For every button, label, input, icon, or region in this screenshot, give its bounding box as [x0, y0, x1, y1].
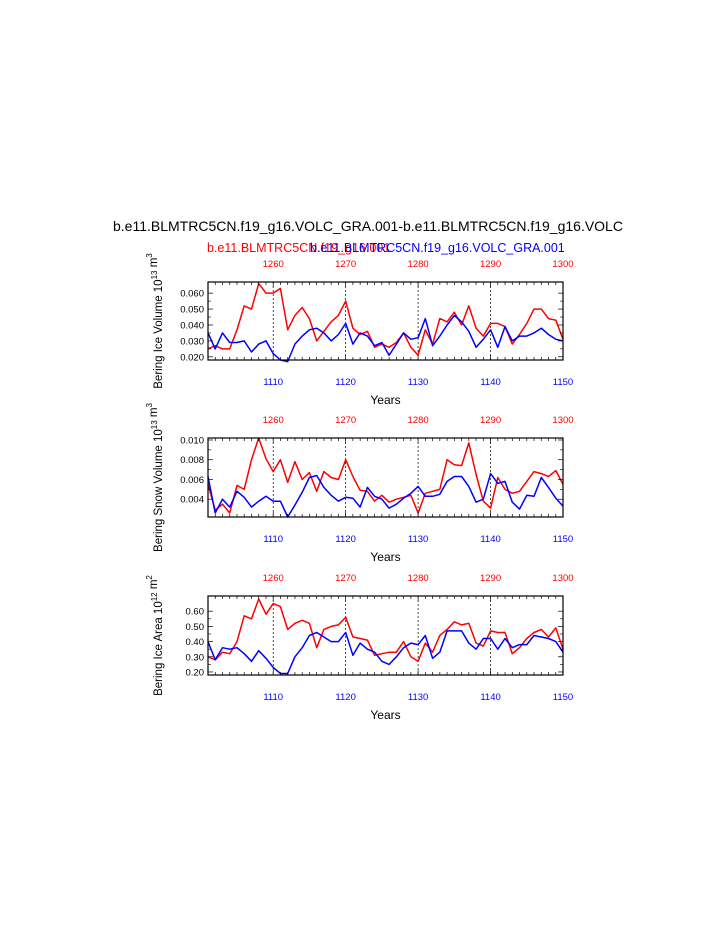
y-tick-label: 0.060 — [180, 289, 204, 300]
x-bottom-tick-label: 1140 — [480, 534, 500, 545]
x-bottom-tick-label: 1130 — [408, 534, 428, 545]
series-line-blue — [207, 314, 564, 363]
x-bottom-tick-label: 1120 — [335, 692, 355, 703]
y-axis-label-superscript: 13 — [150, 420, 159, 429]
y-axis-label-superscript: 3 — [145, 253, 154, 258]
plot-frame — [207, 281, 564, 361]
x-bottom-tick-label: 1130 — [408, 692, 428, 703]
panel-3: 1110 1120 1130 1140 1150 1260 1270 1280 1290 1300… — [145, 573, 574, 722]
x-top-tick-label: 1300 — [552, 415, 573, 426]
y-tick-label: 0.030 — [180, 336, 204, 347]
y-tick-label: 0.010 — [180, 435, 204, 446]
y-axis-label-part: m — [148, 580, 160, 593]
y-tick-label: 0.40 — [186, 637, 205, 648]
y-tick-label: 0.050 — [180, 305, 204, 316]
y-axis-label: Bering Ice Area 1012 m2 — [145, 575, 165, 696]
x-bottom-tick-label: 1110 — [263, 692, 283, 703]
x-bottom-tick-label: 1140 — [480, 377, 500, 388]
x-top-tick-label: 1290 — [480, 415, 501, 426]
x-axis-label: Years — [370, 393, 400, 407]
x-top-tick-label: 1260 — [263, 415, 284, 426]
plot-frame — [207, 437, 564, 518]
y-axis-label-superscript: 3 — [145, 403, 154, 408]
x-bottom-tick-label: 1110 — [263, 534, 283, 545]
y-tick-label: 0.040 — [180, 320, 204, 331]
x-top-tick-label: 1300 — [552, 259, 573, 270]
series-line-blue — [207, 630, 564, 675]
x-bottom-tick-label: 1140 — [480, 692, 500, 703]
y-tick-label: 0.60 — [186, 607, 205, 618]
y-tick-label: 0.004 — [180, 495, 204, 506]
x-top-tick-label: 1280 — [408, 259, 429, 270]
plot-frame — [207, 595, 564, 676]
x-top-tick-label: 1260 — [263, 573, 284, 584]
series-line-blue — [207, 472, 564, 518]
panel-1: 1110 1120 1130 1140 1150 1260 1270 1280 1290 1300… — [145, 253, 574, 407]
y-axis-label-part: m — [148, 408, 160, 421]
series-line-red — [207, 282, 564, 356]
x-top-tick-label: 1300 — [552, 573, 573, 584]
y-axis-label: Bering Ice Volume 1013 m3 — [145, 253, 165, 389]
x-bottom-tick-label: 1110 — [263, 377, 283, 388]
y-axis-label-superscript: 12 — [150, 592, 159, 601]
x-bottom-tick-label: 1150 — [553, 534, 573, 545]
subtitle-red: b.e11.BLMTRC5CN.f19_g16.001 — [207, 241, 390, 255]
y-tick-label: 0.20 — [186, 667, 205, 678]
y-axis-label-superscript: 2 — [145, 575, 154, 580]
y-tick-label: 0.006 — [180, 475, 204, 486]
x-axis-label: Years — [370, 708, 400, 722]
figure-title: b.e11.BLMTRC5CN.f19_g16.VOLC_GRA.001-b.e… — [113, 218, 623, 234]
y-axis-label-part: Bering Snow Volume 10 — [153, 429, 165, 552]
series-line-red — [207, 598, 564, 663]
x-bottom-tick-label: 1150 — [553, 692, 573, 703]
panel-2: 1110 1120 1130 1140 1150 1260 1270 1280 1290 1300… — [145, 403, 574, 564]
x-top-tick-label: 1280 — [408, 415, 429, 426]
x-top-tick-label: 1290 — [480, 573, 501, 584]
x-axis-label: Years — [370, 550, 400, 564]
x-bottom-tick-label: 1120 — [335, 534, 355, 545]
x-top-tick-label: 1270 — [335, 415, 356, 426]
x-bottom-tick-label: 1130 — [408, 377, 428, 388]
y-tick-label: 0.30 — [186, 652, 205, 663]
y-axis-label-part: m — [148, 258, 160, 271]
x-top-tick-label: 1280 — [408, 573, 429, 584]
x-top-tick-label: 1270 — [335, 573, 356, 584]
y-axis-label-part: Bering Ice Area 10 — [153, 601, 165, 696]
x-top-tick-label: 1260 — [263, 259, 284, 270]
subtitle-blue: b.e11.BLMTRC5CN.f19_g16.VOLC_GRA.001 — [310, 241, 565, 255]
x-bottom-tick-label: 1150 — [553, 377, 573, 388]
y-tick-label: 0.020 — [180, 352, 204, 363]
x-top-tick-label: 1270 — [335, 259, 356, 270]
y-axis-label-part: Bering Ice Volume 10 — [153, 279, 165, 388]
y-axis-label-superscript: 13 — [150, 270, 159, 279]
x-bottom-tick-label: 1120 — [335, 377, 355, 388]
x-top-tick-label: 1290 — [480, 259, 501, 270]
y-tick-label: 0.008 — [180, 455, 204, 466]
y-tick-label: 0.50 — [186, 622, 205, 633]
series-line-red — [207, 437, 564, 514]
y-axis-label: Bering Snow Volume 1013 m3 — [145, 403, 165, 552]
